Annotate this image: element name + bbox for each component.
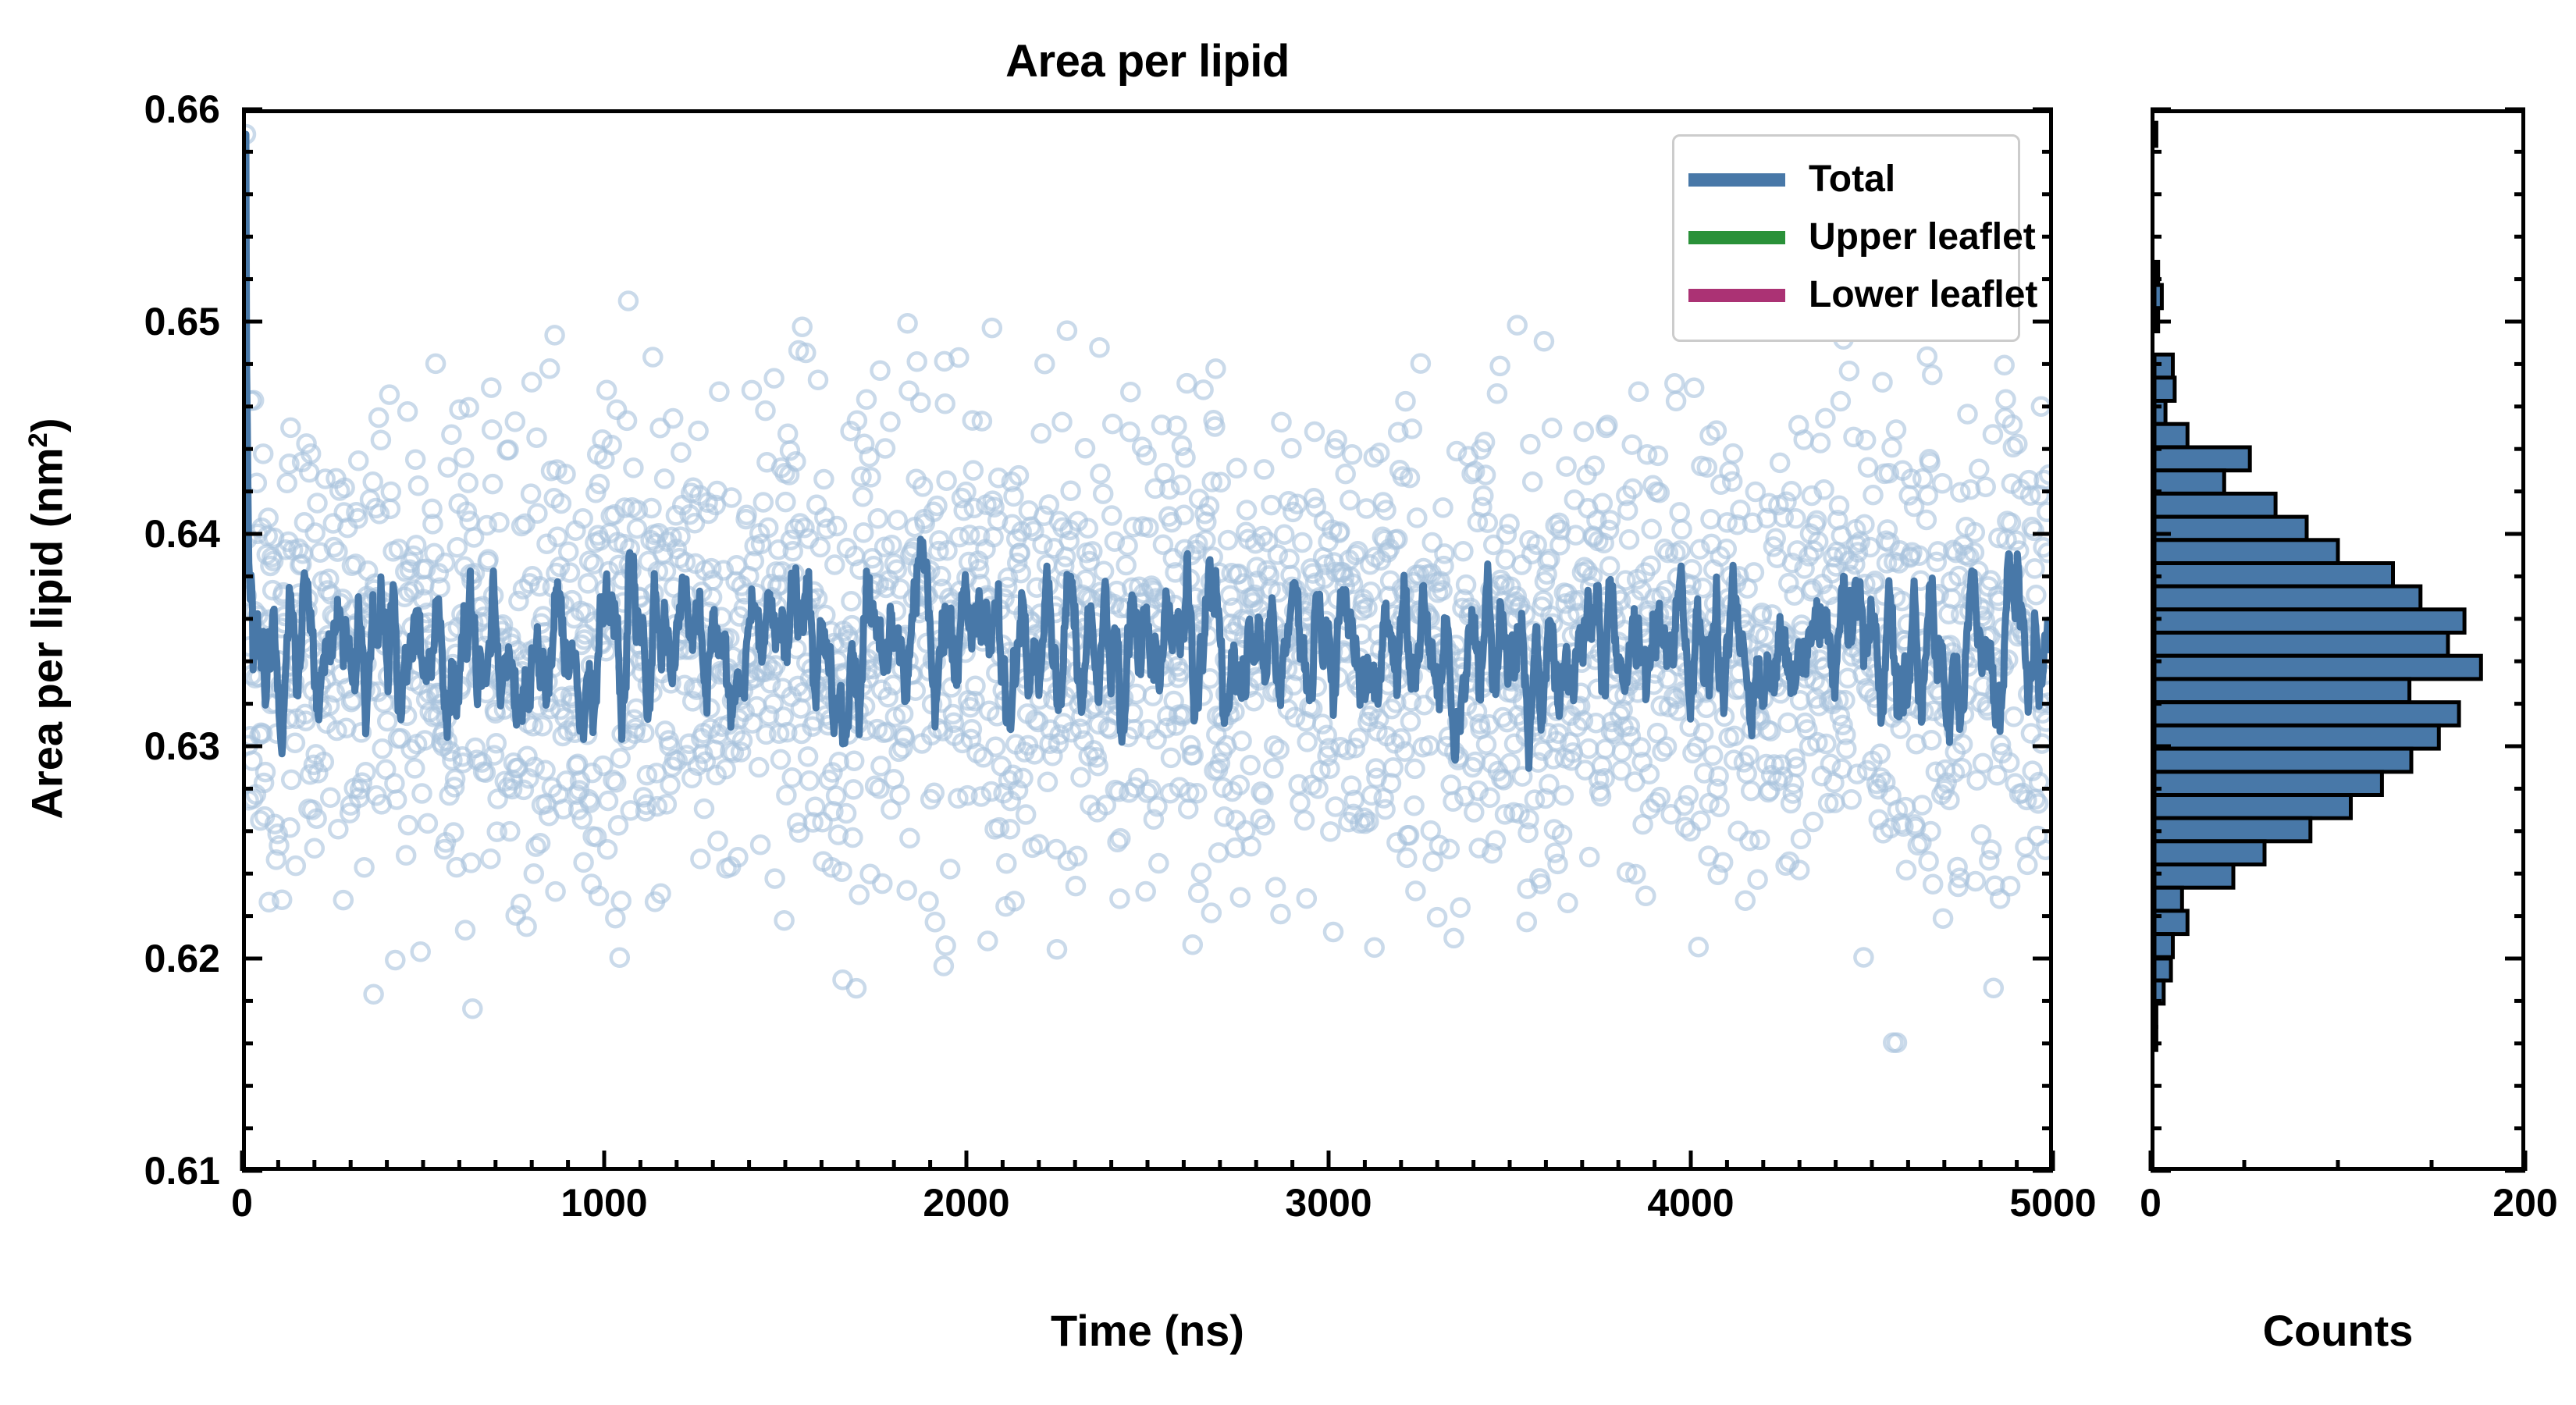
histogram-bar — [2154, 653, 2483, 681]
histogram-bar — [2154, 909, 2190, 937]
x-tick-label: 3000 — [1285, 1181, 1372, 1225]
histogram-bar — [2154, 306, 2161, 334]
legend-row-upper-leaflet[interactable]: Upper leaflet — [1688, 208, 2036, 266]
histogram-bar — [2154, 352, 2175, 380]
histogram-bar — [2154, 863, 2236, 890]
y-tick-label: 0.66 — [144, 87, 220, 131]
total-running-average-line — [246, 130, 2049, 772]
legend-label-upper-leaflet: Upper leaflet — [1809, 216, 2036, 258]
histogram-bar — [2154, 538, 2340, 565]
legend-label-lower-leaflet: Lower leaflet — [1809, 274, 2038, 315]
y-tick-label: 0.65 — [144, 300, 220, 343]
histogram-bars-group — [2154, 120, 2483, 1052]
histogram-canvas — [2154, 120, 2483, 1052]
legend-swatch-lower-leaflet — [1688, 288, 1785, 302]
histogram-bar — [2154, 746, 2414, 774]
histogram-bar — [2154, 677, 2412, 705]
x-tick-label: 4000 — [1647, 1181, 1735, 1225]
histogram-bar — [2154, 422, 2190, 450]
histogram-bar — [2154, 885, 2184, 913]
histogram-x-tick-label: 0 — [2140, 1181, 2161, 1225]
histogram-bar — [2154, 793, 2353, 820]
legend-row-total[interactable]: Total — [1688, 151, 2002, 208]
histogram-axes — [2151, 109, 2525, 1171]
histogram-bar — [2154, 607, 2467, 635]
x-tick-label: 2000 — [923, 1181, 1010, 1225]
y-tick-label: 0.64 — [144, 512, 220, 556]
y-axis-label-tail: ) — [22, 418, 72, 433]
y-tick-label: 0.63 — [144, 724, 220, 768]
y-axis-label-superscript: 2 — [23, 432, 53, 448]
x-tick-label: 5000 — [2009, 1181, 2097, 1225]
histogram-bar — [2154, 514, 2309, 542]
legend-row-lower-leaflet[interactable]: Lower leaflet — [1688, 266, 2037, 324]
histogram-bar — [2154, 631, 2450, 658]
histogram-bar — [2154, 723, 2441, 751]
histogram-bar — [2154, 770, 2384, 797]
histogram-bar — [2154, 399, 2168, 426]
histogram-bar — [2154, 932, 2175, 959]
histogram-bar — [2154, 445, 2252, 473]
x-tick-label: 1000 — [560, 1181, 648, 1225]
y-tick-label: 0.61 — [144, 1149, 220, 1193]
legend-swatch-total — [1688, 173, 1785, 187]
legend-swatch-upper-leaflet — [1688, 230, 1785, 244]
x-axis-label-time: Time (ns) — [1051, 1306, 1244, 1355]
histogram-bar — [2154, 839, 2267, 866]
histogram-bar — [2154, 120, 2158, 148]
y-axis-label-main: Area per lipid (nm — [22, 447, 72, 820]
x-tick-label: 0 — [231, 1181, 253, 1225]
histogram-bar — [2154, 561, 2395, 589]
y-tick-label: 0.62 — [144, 937, 220, 980]
histogram-bar — [2154, 700, 2461, 727]
legend-label-total: Total — [1809, 158, 1896, 200]
histogram-x-tick-label: 200 — [2492, 1181, 2558, 1225]
histogram-bar — [2154, 816, 2313, 844]
legend-box[interactable]: Total Upper leaflet Lower leaflet — [1672, 134, 2037, 342]
histogram-bar — [2154, 491, 2278, 519]
histogram-bar — [2154, 375, 2177, 403]
histogram-bar — [2154, 955, 2173, 983]
histogram-bar — [2154, 584, 2423, 612]
histogram-bar — [2154, 1001, 2158, 1030]
y-axis-label-area-per-lipid: Area per lipid (nm2) — [22, 88, 73, 1150]
x-axis-label-counts: Counts — [2262, 1306, 2414, 1355]
histogram-bar — [2154, 1025, 2158, 1052]
histogram-bar — [2154, 259, 2161, 287]
histogram-bar — [2154, 468, 2226, 496]
histogram-bar — [2154, 978, 2166, 1006]
scatter-plot-canvas — [246, 123, 2049, 1053]
histogram-bar — [2154, 283, 2164, 311]
chart-title: Area per lipid — [1005, 36, 1290, 87]
